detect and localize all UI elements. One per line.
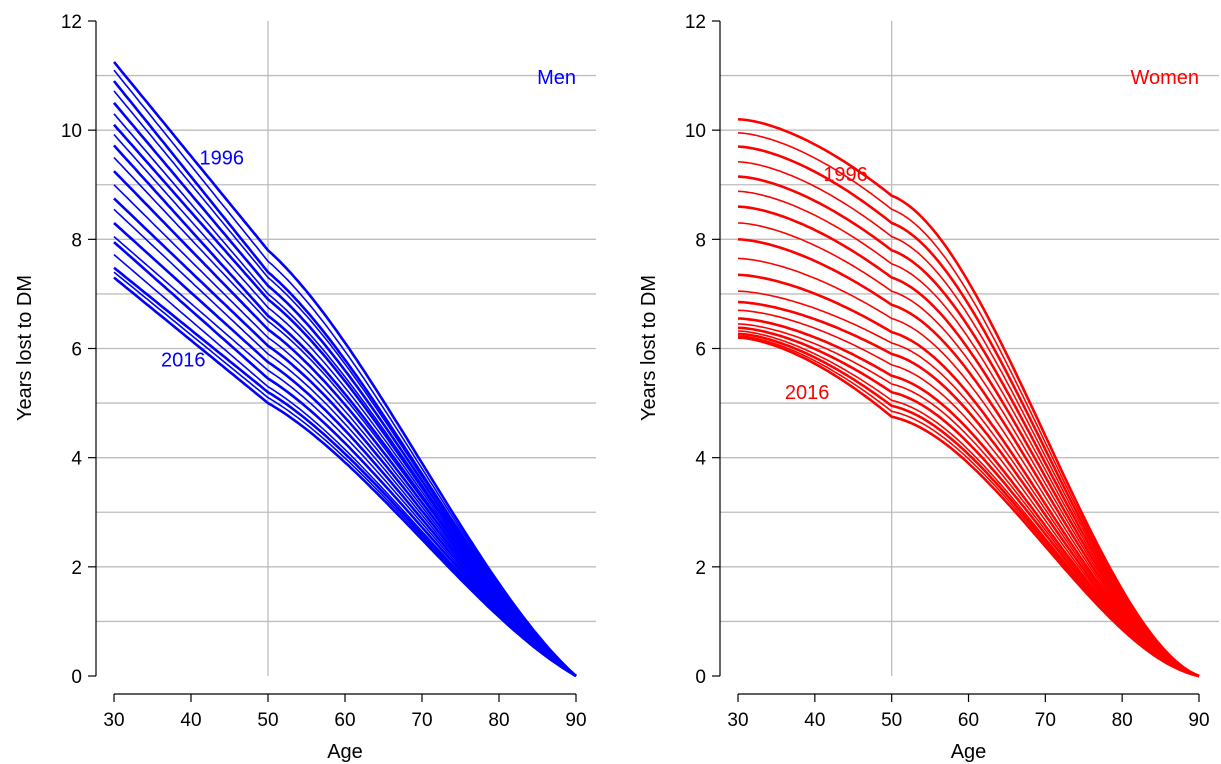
annotation-label: 2016 [161, 349, 206, 371]
panel-men: 0 2 4 6 8 10 12 30 40 50 60 70 80 90 Age Years lost to … [14, 12, 596, 763]
y-tick-label: 6 [695, 340, 706, 361]
x-tick-label: 80 [488, 710, 509, 731]
series-line-1997 [113, 69, 577, 677]
y-axis-label: Years lost to DM [638, 275, 660, 421]
x-tick-label: 60 [334, 710, 355, 731]
x-tick-label: 50 [881, 710, 902, 731]
series-line-2002 [737, 205, 1200, 678]
y-tick-label: 2 [695, 558, 706, 579]
annotation-label: 1996 [200, 147, 245, 169]
x-tick-label: 70 [1035, 710, 1056, 731]
x-tick-label: 90 [565, 710, 586, 731]
y-tick-label: 10 [61, 121, 82, 142]
x-axis-label: Age [951, 741, 987, 763]
series-line-2000 [113, 102, 577, 677]
series-line-2016 [113, 276, 577, 678]
series-line-1999 [113, 90, 577, 677]
series-line-1996 [112, 61, 577, 677]
x-axis-label: Age [327, 741, 363, 763]
series-line-2010 [737, 317, 1200, 678]
series-line-1998 [112, 80, 577, 677]
series-line-1998 [737, 145, 1200, 678]
series-line-2008 [737, 300, 1200, 678]
series-line-2000 [737, 175, 1200, 678]
x-tick-label: 40 [180, 710, 201, 731]
x-tick-label: 70 [411, 710, 432, 731]
y-tick-label: 4 [695, 449, 706, 470]
x-tick-label: 50 [257, 710, 278, 731]
x-tick-label: 30 [103, 710, 124, 731]
series-line-2010 [113, 222, 577, 678]
panel-women: 0 2 4 6 8 10 12 30 40 50 60 70 80 90 Age Years lost to … [638, 12, 1219, 763]
series-line-2014 [113, 266, 577, 678]
series-line-2012 [113, 241, 577, 678]
panel-title: Women [1130, 67, 1199, 89]
series-line-2006 [737, 273, 1200, 678]
y-tick-label: 0 [71, 667, 82, 688]
y-tick-label: 12 [61, 12, 82, 33]
x-tick-label: 60 [958, 710, 979, 731]
panel-title: Men [537, 67, 576, 89]
series-line-2001 [737, 190, 1200, 677]
y-tick-label: 12 [685, 12, 706, 33]
y-tick-label: 8 [695, 230, 706, 251]
x-tick-label: 90 [1188, 710, 1209, 731]
y-tick-label: 6 [71, 340, 82, 361]
y-tick-label: 2 [71, 558, 82, 579]
series-line-2008 [113, 197, 577, 678]
y-tick-label: 8 [71, 230, 82, 251]
y-tick-label: 0 [695, 667, 706, 688]
x-tick-label: 40 [804, 710, 825, 731]
series-line-2005 [737, 257, 1200, 677]
annotation-label: 1996 [823, 164, 868, 186]
annotation-label: 2016 [785, 382, 830, 404]
x-tick-label: 30 [727, 710, 748, 731]
series-line-2009 [737, 309, 1200, 677]
series-line-1996 [737, 118, 1200, 678]
series-line-1999 [737, 161, 1200, 677]
series-line-2002 [113, 123, 577, 678]
series-line-2006 [113, 170, 577, 678]
x-tick-label: 80 [1112, 710, 1133, 731]
series-line-2004 [737, 238, 1200, 678]
y-axis-label: Years lost to DM [14, 275, 36, 421]
series-line-1997 [737, 132, 1200, 677]
series-line-2012 [737, 326, 1200, 678]
y-tick-label: 4 [71, 449, 82, 470]
series-line-2016 [737, 336, 1200, 678]
y-tick-label: 10 [685, 121, 706, 142]
series-line-2003 [737, 222, 1200, 677]
